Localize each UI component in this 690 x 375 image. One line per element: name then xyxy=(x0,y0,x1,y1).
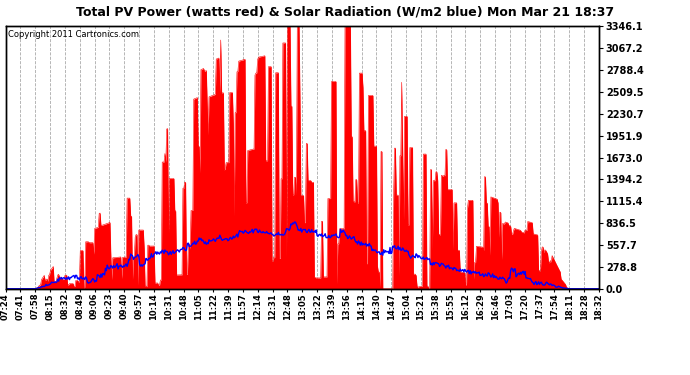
Text: Total PV Power (watts red) & Solar Radiation (W/m2 blue) Mon Mar 21 18:37: Total PV Power (watts red) & Solar Radia… xyxy=(76,6,614,19)
Text: Copyright 2011 Cartronics.com: Copyright 2011 Cartronics.com xyxy=(8,30,139,39)
